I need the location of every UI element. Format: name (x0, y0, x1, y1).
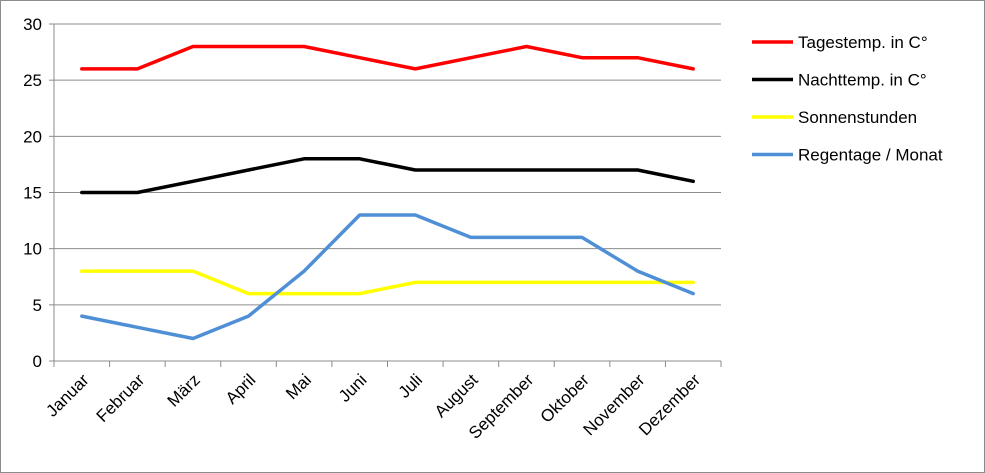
y-tick-label: 20 (23, 127, 42, 146)
axes: 0 5 10 15 20 25 30 Januar Februar März April Mai Jun… (23, 15, 722, 443)
x-tick-label: April (222, 370, 259, 407)
y-tick-label: 15 (23, 184, 42, 203)
x-tick-label: Februar (93, 370, 149, 426)
x-tick-label: Oktober (537, 370, 593, 426)
x-tick-label: August (431, 370, 482, 421)
series-line-0 (80, 44, 695, 71)
series-line-1 (80, 157, 695, 195)
x-tick-label: Dezember (635, 370, 704, 439)
y-tick-label: 25 (23, 71, 42, 90)
x-tick-label: Juli (395, 370, 426, 401)
y-tick-label: 30 (23, 15, 42, 34)
y-tick-label: 10 (23, 240, 42, 259)
legend-label: Tagestemp. in C° (798, 33, 928, 52)
x-tick-label: Juni (335, 370, 370, 405)
x-tick-label: Mai (282, 370, 315, 403)
series-lines (80, 44, 695, 341)
gridlines (54, 23, 721, 306)
y-tick-label: 5 (33, 296, 42, 315)
x-tick-label: März (164, 370, 204, 410)
legend-label: Regentage / Monat (798, 146, 943, 165)
legend-label: Nachttemp. in C° (798, 71, 927, 90)
legend: Tagestemp. in C° Nachttemp. in C° Sonnenst… (752, 33, 943, 165)
legend-label: Sonnenstunden (798, 108, 917, 127)
x-tick-label: Januar (42, 370, 92, 420)
series-line-2 (80, 269, 695, 296)
series-line-3 (80, 213, 695, 341)
y-tick-label: 0 (33, 352, 42, 371)
